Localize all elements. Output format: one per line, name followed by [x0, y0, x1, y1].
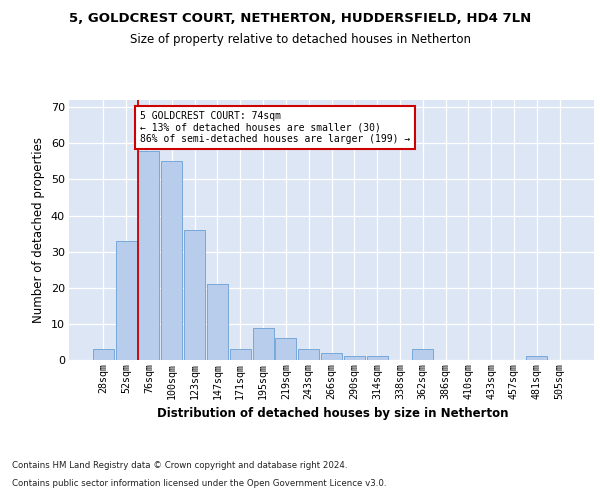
Bar: [344, 356, 365, 360]
Bar: [230, 349, 251, 360]
Bar: [526, 356, 547, 360]
Bar: [184, 230, 205, 360]
Bar: [298, 349, 319, 360]
Bar: [207, 284, 228, 360]
Text: 5 GOLDCREST COURT: 74sqm
← 13% of detached houses are smaller (30)
86% of semi-d: 5 GOLDCREST COURT: 74sqm ← 13% of detach…: [140, 111, 410, 144]
Text: Contains HM Land Registry data © Crown copyright and database right 2024.: Contains HM Land Registry data © Crown c…: [12, 461, 347, 470]
Text: Distribution of detached houses by size in Netherton: Distribution of detached houses by size …: [157, 408, 509, 420]
Bar: [321, 353, 342, 360]
Text: Contains public sector information licensed under the Open Government Licence v3: Contains public sector information licen…: [12, 478, 386, 488]
Bar: [93, 349, 114, 360]
Text: 5, GOLDCREST COURT, NETHERTON, HUDDERSFIELD, HD4 7LN: 5, GOLDCREST COURT, NETHERTON, HUDDERSFI…: [69, 12, 531, 26]
Y-axis label: Number of detached properties: Number of detached properties: [32, 137, 45, 323]
Text: Size of property relative to detached houses in Netherton: Size of property relative to detached ho…: [130, 32, 470, 46]
Bar: [367, 356, 388, 360]
Bar: [412, 349, 433, 360]
Bar: [116, 241, 137, 360]
Bar: [275, 338, 296, 360]
Bar: [139, 150, 160, 360]
Bar: [253, 328, 274, 360]
Bar: [161, 162, 182, 360]
